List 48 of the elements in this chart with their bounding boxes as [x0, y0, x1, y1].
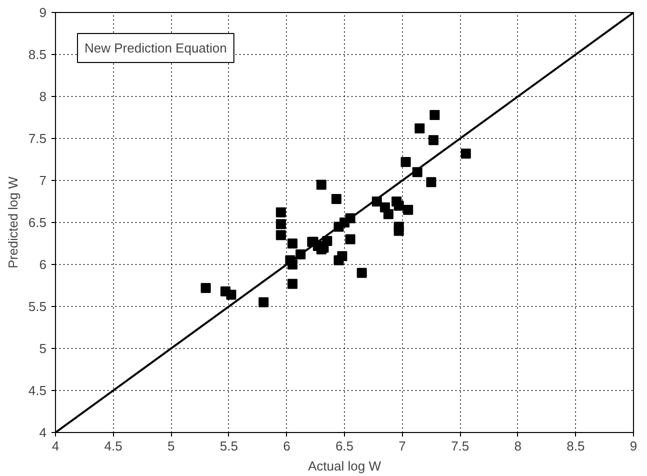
point [403, 204, 414, 215]
x-tick-label: 9 [630, 438, 638, 454]
y-tick-label: 9 [39, 5, 47, 20]
point [316, 180, 326, 190]
point [356, 268, 367, 278]
point [426, 177, 436, 188]
y-tick-label: 6 [39, 257, 47, 272]
point [394, 226, 404, 236]
y-tick-label: 7.5 [28, 131, 47, 146]
point [200, 283, 211, 294]
point [226, 290, 236, 300]
x-tick-label: 5 [167, 438, 175, 454]
x-tick-label: 8 [514, 438, 522, 454]
x-tick-label: 7.5 [451, 438, 470, 454]
y-tick-label: 8.5 [28, 47, 47, 62]
x-tick-label: 8.5 [566, 438, 585, 454]
point [430, 110, 440, 120]
y-tick-label: 6.5 [28, 215, 47, 230]
x-tick-label: 4 [52, 438, 60, 454]
point [331, 194, 342, 204]
point [428, 135, 439, 146]
x-tick-label: 7 [398, 438, 406, 454]
point [287, 238, 298, 248]
y-tick-label: 4 [39, 425, 47, 440]
point [334, 255, 344, 266]
y-tick-label: 8 [39, 89, 47, 104]
annotation: New Prediction Equation [84, 40, 227, 56]
y-tick-label: 5 [39, 341, 47, 356]
point [460, 148, 471, 159]
point [276, 219, 286, 230]
y-axis-title: Predicted log W [5, 176, 20, 268]
y-tick-label: 5.5 [28, 299, 47, 314]
x-axis-title: Actual log W [308, 458, 382, 474]
y-tick-label: 4.5 [28, 383, 47, 398]
point [276, 207, 286, 218]
point [400, 157, 411, 168]
x-tick-label: 4.5 [104, 438, 122, 454]
point [345, 234, 356, 244]
x-tick-label: 6 [283, 438, 290, 454]
point [383, 209, 394, 220]
point [414, 123, 425, 134]
point [258, 297, 269, 308]
point [394, 200, 404, 211]
x-tick-label: 6.5 [335, 438, 354, 454]
point [276, 230, 286, 240]
y-tick-label: 7 [39, 173, 47, 188]
point [287, 278, 298, 289]
x-tick-label: 5.5 [220, 438, 238, 454]
